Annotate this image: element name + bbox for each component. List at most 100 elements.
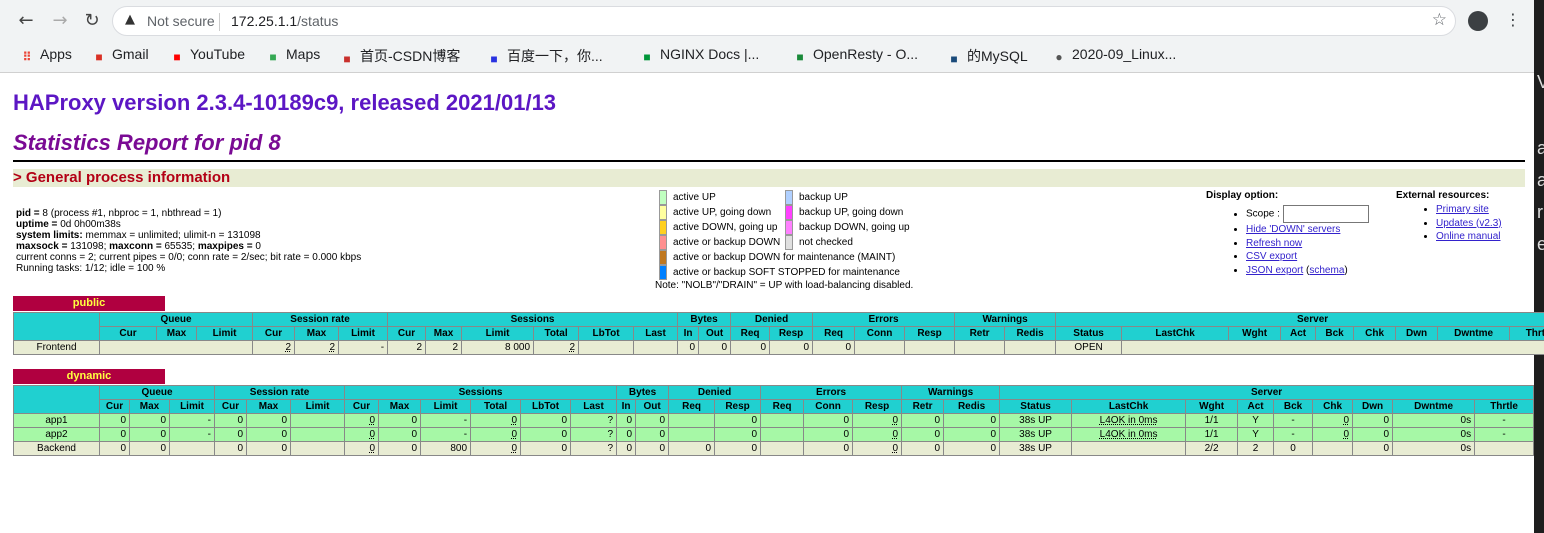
column-header: Cur — [99, 399, 130, 414]
stat-cell: 2 — [294, 340, 340, 355]
column-header: Redis — [1004, 326, 1057, 341]
bookmark-globe[interactable]: ● 2020-09_Linux... — [1052, 46, 1176, 64]
public-proxy-name[interactable]: public — [13, 296, 165, 311]
group-header: Warnings — [901, 385, 1001, 400]
group-header: Sessions — [344, 385, 618, 400]
column-header: Cur — [344, 399, 380, 414]
refresh-link[interactable]: Refresh now — [1246, 237, 1303, 249]
url-text[interactable]: 172.25.1.1/status — [231, 13, 338, 29]
stat-cell: - — [420, 413, 472, 428]
stat-cell — [760, 413, 805, 428]
server-row: app2 0 0-0 0 0 0-0 0? 0 0 0 0 0 0 0 38s UP L4OK in 0ms 1… — [13, 427, 1535, 442]
bookmark-maps[interactable]: ■ Maps — [266, 46, 320, 64]
bookmark-apps-grid[interactable]: ⠿ Apps — [20, 46, 72, 64]
row-name[interactable]: app1 — [13, 413, 100, 428]
stat-value: 0 — [369, 415, 376, 426]
stat-cell: 0s — [1392, 441, 1476, 456]
scope-input[interactable] — [1282, 205, 1369, 223]
legend-label: active DOWN, going up — [673, 222, 778, 233]
stat-cell: 0 — [635, 441, 670, 456]
account-avatar-icon[interactable] — [1468, 11, 1488, 31]
bookmark-baidu[interactable]: ■ 百度一下，你... — [487, 46, 603, 66]
address-bar[interactable]: ▲ Not secure 172.25.1.1/status ☆ — [112, 6, 1456, 36]
column-header: Cur — [214, 399, 248, 414]
kebab-menu-icon[interactable]: ⋮ — [1505, 10, 1521, 29]
column-header: Chk — [1353, 326, 1397, 341]
stat-cell: 0 — [99, 427, 130, 442]
json-export-link[interactable]: JSON export — [1246, 264, 1304, 276]
stat-cell: 0 — [99, 441, 130, 456]
url-host: 172.25.1.1 — [231, 13, 298, 29]
url-path: /status — [297, 13, 339, 29]
stat-cell: 0 — [378, 413, 422, 428]
legend-label: active UP, going down — [673, 207, 772, 218]
maxsock-label: maxsock = — [16, 241, 68, 252]
stat-cell: 0 — [246, 413, 292, 428]
column-header: Chk — [1312, 399, 1354, 414]
schema-link[interactable]: schema — [1309, 264, 1345, 276]
bookmark-youtube[interactable]: ■ YouTube — [170, 46, 245, 64]
legend-swatch — [785, 235, 793, 250]
stat-cell: 0 — [852, 427, 903, 442]
column-header: Cur — [99, 326, 157, 341]
bookmark-nginx[interactable]: ■ NGINX Docs |... — [640, 46, 759, 64]
bookmark-label: Maps — [286, 46, 321, 62]
stat-cell: 0 — [1352, 441, 1394, 456]
legend-swatch — [659, 265, 667, 280]
maps-icon: ■ — [269, 50, 277, 64]
group-header: Bytes — [616, 385, 670, 400]
stat-cell: 38s UP — [999, 413, 1073, 428]
maxsock-value: 131098; — [70, 241, 107, 252]
stat-cell: 1/1 — [1185, 427, 1239, 442]
stat-cell: 0 — [714, 427, 762, 442]
primary-site-link[interactable]: Primary site — [1436, 204, 1489, 215]
bookmark-star-icon[interactable]: ☆ — [1431, 10, 1447, 30]
stat-value: 2 — [569, 342, 576, 353]
stat-cell: 800 — [420, 441, 472, 456]
group-header: Denied — [730, 312, 814, 327]
stat-cell — [633, 340, 679, 355]
stat-cell: ? — [570, 413, 618, 428]
row-name[interactable]: Backend — [13, 441, 100, 456]
bookmark-openresty[interactable]: ■ OpenResty - O... — [793, 46, 918, 64]
column-header: Conn — [803, 399, 854, 414]
updates-link[interactable]: Updates (v2.3) — [1436, 217, 1502, 229]
hide-down-link[interactable]: Hide 'DOWN' servers — [1246, 224, 1341, 235]
stat-cell — [578, 340, 635, 355]
back-arrow-icon[interactable]: ← — [18, 10, 34, 31]
csv-export-link[interactable]: CSV export — [1246, 251, 1298, 262]
reload-icon[interactable]: ↻ — [84, 10, 100, 31]
bookmark-gmail[interactable]: ■ Gmail — [92, 46, 148, 64]
forward-arrow-icon[interactable]: → — [52, 10, 68, 31]
bookmark-mysql[interactable]: ■ 的MySQL — [947, 46, 1027, 66]
row-name[interactable]: Frontend — [13, 340, 100, 355]
bookmark-csdn[interactable]: ■ 首页-CSDN博客 — [340, 46, 460, 66]
dynamic-proxy-name[interactable]: dynamic — [13, 369, 165, 384]
pid-label: pid = — [16, 208, 40, 219]
column-header: Limit — [290, 399, 346, 414]
stat-cell — [290, 441, 346, 456]
row-name[interactable]: app2 — [13, 427, 100, 442]
stat-value: 0 — [892, 443, 899, 454]
stat-cell: 0s — [1392, 427, 1476, 442]
online-manual-link[interactable]: Online manual — [1436, 231, 1501, 242]
stat-value: L4OK in 0ms — [1099, 415, 1158, 426]
stat-cell: 0 — [943, 427, 1001, 442]
security-label: Not secure — [147, 13, 215, 29]
bookmark-label: 百度一下，你... — [507, 48, 603, 64]
column-header-row: Cur Max Limit Cur Max Limit Cur Max Limit Total Lb… — [14, 399, 1535, 414]
stat-cell: 1/1 — [1185, 413, 1239, 428]
column-header: Limit — [338, 326, 389, 341]
stat-cell: 0 — [520, 427, 572, 442]
column-header: LastChk — [1071, 399, 1187, 414]
youtube-icon: ■ — [173, 50, 181, 64]
stat-cell: 0 — [214, 427, 248, 442]
bookmark-label: YouTube — [190, 46, 246, 62]
stat-cell: 0 — [901, 427, 945, 442]
group-header: Session rate — [214, 385, 346, 400]
column-header: Limit — [195, 326, 254, 341]
group-header: Bytes — [677, 312, 732, 327]
column-header: Total — [533, 326, 580, 341]
legend-label: backup UP, going down — [799, 207, 904, 218]
